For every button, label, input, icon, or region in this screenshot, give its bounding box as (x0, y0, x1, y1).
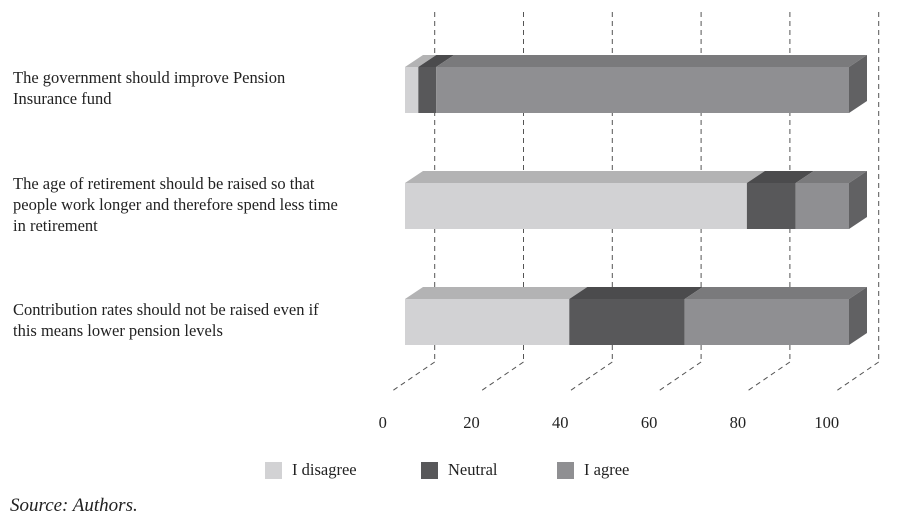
bar-1-i-disagree (405, 171, 765, 229)
floor-line-80 (745, 361, 791, 393)
bar-1-neutral (746, 171, 814, 229)
x-tick-40: 40 (552, 413, 569, 432)
bar-group-1 (405, 171, 867, 229)
legend-swatch-agree (557, 461, 574, 479)
legend-label-agree: I agree (584, 460, 630, 479)
category-label-1-line-2: in retirement (13, 216, 98, 235)
bar-group-0 (405, 55, 867, 113)
legend-label-neutral: Neutral (448, 460, 498, 479)
x-tick-60: 60 (641, 413, 658, 432)
floor-line-0 (390, 361, 435, 393)
legend: I disagree Neutral I agree (0, 457, 900, 483)
x-tick-labels: 0 20 40 60 80 100 (379, 413, 840, 432)
category-label-1-line-1: people work longer and therefore spend l… (13, 195, 338, 214)
category-label-0-line-1: Insurance fund (13, 89, 112, 108)
legend-swatch-disagree (265, 461, 282, 479)
floor-line-60 (656, 361, 702, 393)
legend-label-disagree: I disagree (292, 460, 357, 479)
floor-line-40 (568, 361, 613, 393)
x-tick-80: 80 (730, 413, 747, 432)
category-label-2: Contribution rates should not be raised … (13, 299, 393, 341)
category-label-1-line-0: The age of retirement should be raised s… (13, 174, 315, 193)
floor-line-20 (479, 361, 524, 393)
bar-group-2 (405, 287, 867, 345)
category-label-0-line-0: The government should improve Pension (13, 68, 286, 87)
category-label-0: The government should improve Pension In… (13, 67, 393, 109)
bar-2-i-disagree (405, 287, 588, 345)
floor-line-100 (834, 361, 879, 393)
x-tick-20: 20 (463, 413, 480, 432)
category-label-2-line-0: Contribution rates should not be raised … (13, 300, 319, 319)
bar-0-neutral (418, 55, 455, 113)
bar-1-i-agree (795, 171, 867, 229)
category-label-1: The age of retirement should be raised s… (13, 173, 393, 236)
legend-item-agree: I agree (557, 457, 629, 483)
legend-item-disagree: I disagree (265, 457, 357, 483)
source-note: Source: Authors. (10, 495, 138, 516)
bar-0-i-disagree (405, 55, 437, 113)
category-label-2-line-1: this means lower pension levels (13, 321, 223, 340)
x-tick-0: 0 (379, 413, 387, 432)
bar-2-i-agree (684, 287, 867, 345)
bars (405, 55, 867, 345)
x-tick-100: 100 (814, 413, 839, 432)
bar-2-neutral (569, 287, 703, 345)
legend-swatch-neutral (421, 461, 438, 479)
legend-item-neutral: Neutral (421, 457, 497, 483)
bar-0-i-agree (436, 55, 867, 113)
